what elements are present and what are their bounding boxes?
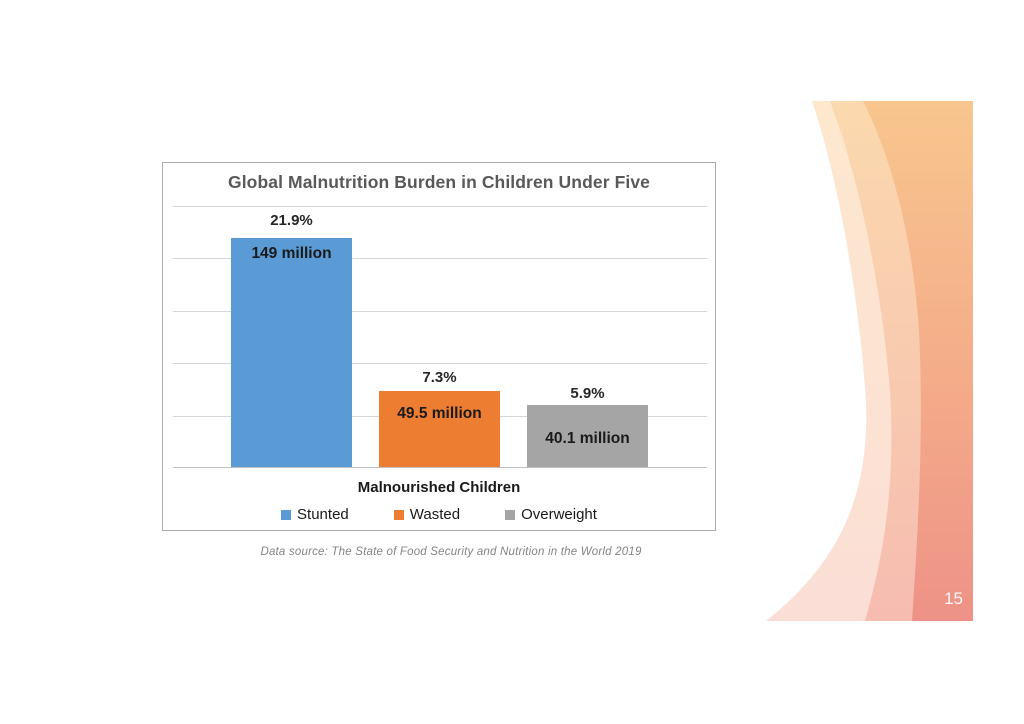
chart-frame: Global Malnutrition Burden in Children U… — [162, 162, 716, 531]
gridline — [173, 206, 707, 207]
bar-group-overweight: 5.9% 40.1 million — [527, 205, 648, 467]
legend-label: Stunted — [297, 506, 349, 523]
chart-legend: Stunted Wasted Overweight — [163, 507, 715, 523]
bar-count-label: 49.5 million — [397, 404, 482, 422]
bar-percent-label: 21.9% — [270, 211, 313, 229]
legend-marker — [393, 510, 404, 520]
legend-item-wasted: Wasted — [393, 506, 461, 523]
bar-group-wasted: 7.3% 49.5 million — [379, 205, 500, 467]
gridline — [173, 258, 707, 259]
bar-count-label: 149 million — [251, 244, 332, 262]
x-axis-label: Malnourished Children — [357, 479, 521, 496]
gridline — [173, 363, 707, 364]
legend-item-stunted: Stunted — [281, 507, 349, 523]
legend-marker — [505, 510, 516, 520]
bar-percent-label: 5.9% — [570, 385, 605, 403]
x-axis-line — [173, 467, 707, 468]
bar: 7.3% 49.5 million — [379, 370, 500, 467]
bar-percent-label: 7.3% — [422, 368, 457, 386]
decorative-curve-main — [863, 101, 973, 621]
legend-marker — [281, 510, 292, 520]
bar: 21.9% 149 million — [231, 213, 352, 467]
legend-item-overweight: Overweight — [505, 507, 597, 523]
page-number: 15 — [944, 589, 963, 608]
bar-count-label: 40.1 million — [545, 430, 630, 448]
legend-label: Overweight — [521, 506, 597, 523]
bar-group-stunted: 21.9% 149 million — [231, 205, 352, 467]
gridline — [173, 311, 707, 312]
legend-label: Wasted — [409, 506, 461, 523]
plot-area: 21.9% 149 million 7.3% 49.5 million 5.9%… — [173, 206, 707, 468]
decorative-sidebar-graphic — [766, 101, 973, 621]
chart-title: Global Malnutrition Burden in Children U… — [228, 172, 650, 192]
data-source-footnote: Data source: The State of Food Security … — [260, 546, 642, 558]
bar: 5.9% 40.1 million — [527, 386, 648, 467]
